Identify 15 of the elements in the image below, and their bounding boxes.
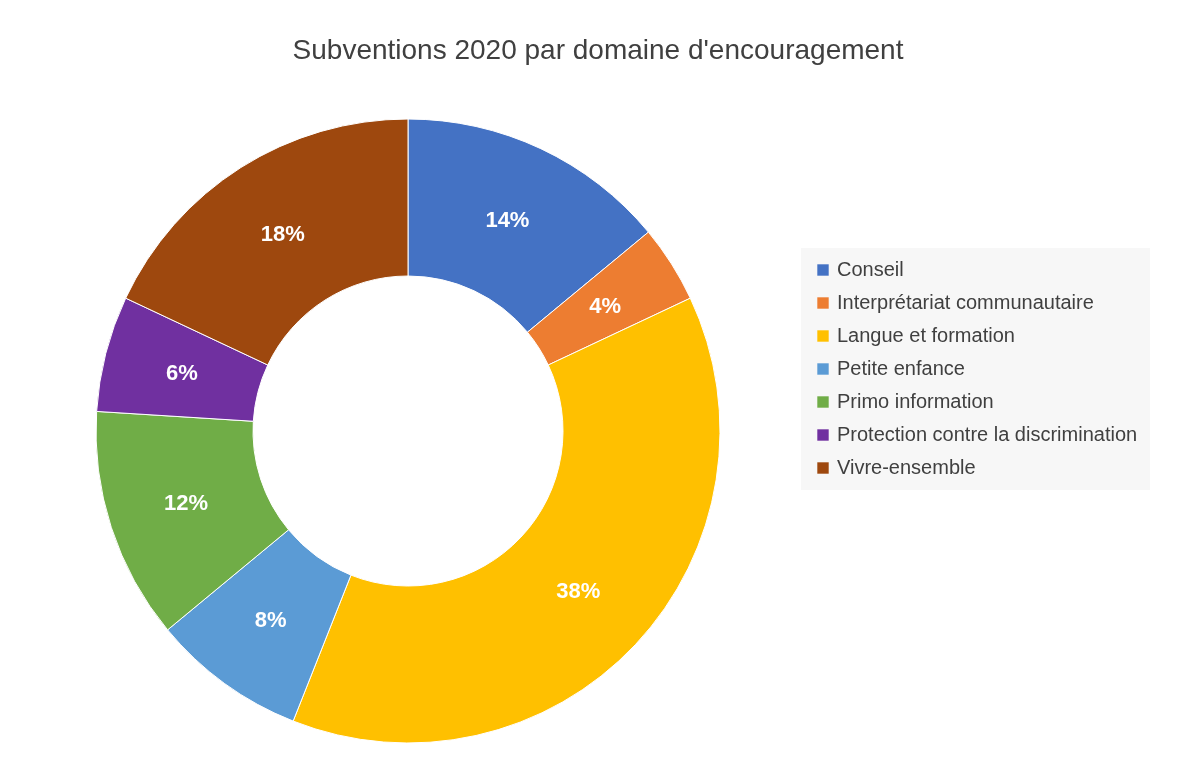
chart-title: Subventions 2020 par domaine d'encouragement [292,34,904,65]
data-label: 12% [163,490,208,516]
legend-label: Interprétariat communautaire [837,291,1094,313]
data-label: 4% [589,292,622,318]
data-label: 18% [260,220,305,246]
legend-label: Primo information [837,390,994,412]
legend-label: Conseil [837,258,904,280]
legend-label: Protection contre la discrimination [837,423,1138,445]
data-label: 6% [165,359,198,385]
data-label: 14% [485,206,530,232]
data-label: 8% [254,606,287,632]
data-label: 38% [556,577,601,603]
legend-label: Petite enfance [837,357,965,379]
legend-label: Vivre-ensemble [837,456,976,478]
legend-label: Langue et formation [837,324,1015,346]
